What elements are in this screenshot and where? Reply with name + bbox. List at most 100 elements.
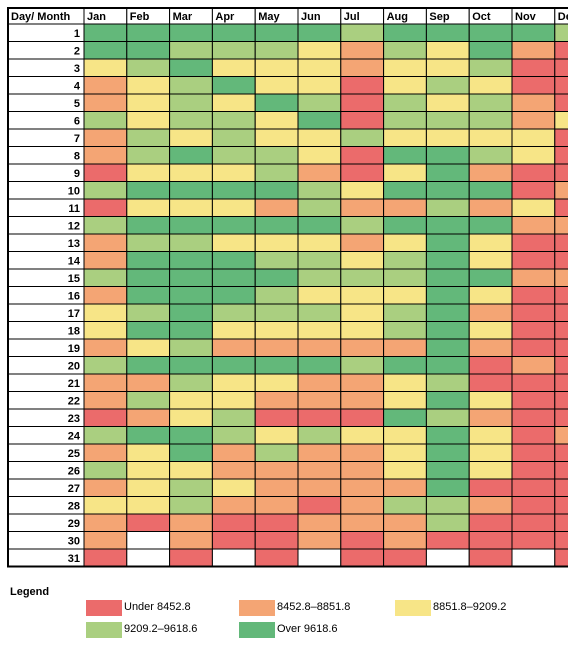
heatmap-cell: [211, 58, 256, 77]
heatmap-cell: [169, 41, 213, 60]
legend-swatch-high: [86, 622, 122, 638]
heatmap-cell: [511, 268, 556, 287]
heatmap-cell: [297, 373, 342, 392]
heatmap-cell: [383, 111, 427, 130]
row-label: 7: [74, 133, 80, 145]
heatmap-cell: [511, 443, 556, 462]
row-label: 16: [68, 291, 80, 303]
column-label: Jul: [344, 11, 360, 23]
heatmap-cell: [383, 426, 427, 445]
heatmap-cell: [297, 408, 342, 427]
heatmap-cell: [383, 146, 427, 165]
heatmap-cell: [340, 303, 385, 322]
heatmap-cell: [383, 531, 427, 550]
heatmap-cell: [126, 286, 171, 305]
heatmap-cell: [425, 443, 470, 462]
heatmap-cell: [83, 181, 128, 200]
heatmap-cell: [340, 268, 385, 287]
heatmap-cell: [425, 268, 470, 287]
row-label: 11: [68, 203, 80, 215]
heatmap-cell: [83, 303, 128, 322]
heatmap-cell: [340, 338, 385, 357]
heatmap-cell: [297, 286, 342, 305]
heatmap-cell: [169, 478, 213, 497]
heatmap-cell: [211, 338, 256, 357]
heatmap-cell: [254, 41, 299, 60]
legend-label-low: 8452.8–8851.8: [277, 601, 351, 613]
heatmap-cell: [126, 496, 171, 515]
heatmap-cell: [254, 93, 299, 112]
row-label: 12: [68, 221, 80, 233]
heatmap-cell: [254, 303, 299, 322]
column-label: Jan: [87, 11, 106, 23]
heatmap-cell: [511, 321, 556, 340]
heatmap-cell: [340, 496, 385, 515]
heatmap-cell: [425, 478, 470, 497]
heatmap-cell: [297, 268, 342, 287]
heatmap-cell: [383, 41, 427, 60]
heatmap-cell: [425, 373, 470, 392]
heatmap-cell: [83, 531, 128, 550]
heatmap-cell: [383, 163, 427, 182]
heatmap-cell: [425, 58, 470, 77]
heatmap-cell: [554, 163, 568, 182]
heatmap-cell: [254, 23, 299, 42]
heatmap-cell: [468, 286, 513, 305]
heatmap-cell: [554, 408, 568, 427]
heatmap-cell: [169, 548, 213, 567]
heatmap-cell: [211, 181, 256, 200]
heatmap-cell: [126, 198, 171, 217]
heatmap-cell: [511, 198, 556, 217]
heatmap-cell: [169, 251, 213, 270]
heatmap-cell: [297, 531, 342, 550]
heatmap-cell: [468, 181, 513, 200]
row-label: 5: [74, 98, 80, 110]
row-label: 20: [68, 361, 80, 373]
heatmap-cell: [83, 76, 128, 95]
heatmap-cell: [340, 198, 385, 217]
heatmap-cell: [211, 163, 256, 182]
heatmap-cell: [468, 496, 513, 515]
heatmap-cell: [554, 268, 568, 287]
heatmap-cell: [554, 146, 568, 165]
heatmap-cell: [383, 23, 427, 42]
heatmap-cell: [554, 251, 568, 270]
heatmap-cell: [254, 548, 299, 567]
heatmap-cell: [340, 321, 385, 340]
heatmap-cell: [126, 548, 171, 567]
heatmap-cell: [468, 321, 513, 340]
heatmap-cell: [340, 373, 385, 392]
heatmap-cell: [340, 356, 385, 375]
heatmap-cell: [554, 443, 568, 462]
heatmap-cell: [340, 181, 385, 200]
heatmap-cell: [254, 531, 299, 550]
heatmap-cell: [468, 338, 513, 357]
heatmap-cell: [554, 531, 568, 550]
heatmap-cell: [254, 478, 299, 497]
column-label: Sep: [429, 11, 449, 23]
heatmap-cell: [468, 356, 513, 375]
heatmap-cell: [554, 391, 568, 410]
heatmap-cell: [425, 426, 470, 445]
column-label: Nov: [515, 11, 537, 23]
row-label: 2: [74, 46, 80, 58]
row-label: 27: [68, 483, 80, 495]
heatmap-cell: [126, 268, 171, 287]
heatmap-cell: [169, 531, 213, 550]
heatmap-cell: [383, 216, 427, 235]
heatmap-cell: [468, 478, 513, 497]
heatmap-cell: [83, 443, 128, 462]
heatmap-cell: [511, 76, 556, 95]
heatmap-cell: [511, 111, 556, 130]
heatmap-cell: [468, 198, 513, 217]
row-header-cell: [7, 163, 85, 182]
heatmap-cell: [340, 478, 385, 497]
heatmap-cell: [340, 251, 385, 270]
heatmap-cell: [468, 408, 513, 427]
heatmap-cell: [126, 373, 171, 392]
row-label: 6: [74, 116, 80, 128]
heatmap-cell: [126, 23, 171, 42]
heatmap-cell: [254, 216, 299, 235]
heatmap-cell: [554, 496, 568, 515]
heatmap-cell: [554, 58, 568, 77]
